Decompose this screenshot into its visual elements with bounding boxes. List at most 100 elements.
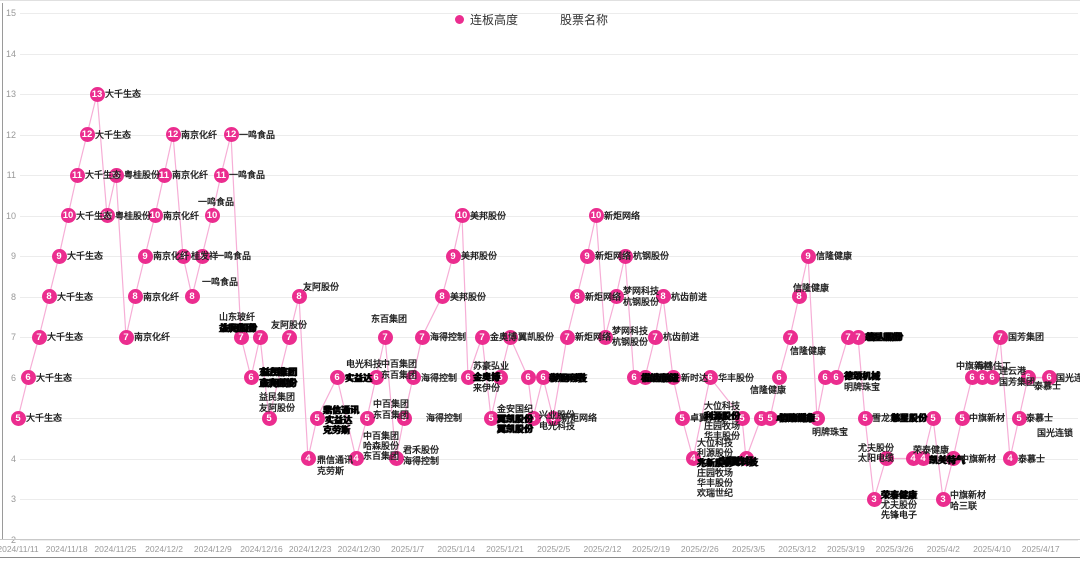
data-point-dot[interactable]: 7 bbox=[850, 329, 866, 345]
y-axis-tick-label: 6 bbox=[10, 372, 16, 383]
data-point-dot[interactable]: 8 bbox=[569, 289, 585, 304]
stock-name-label: 大千生态 bbox=[36, 372, 73, 383]
data-point-dot[interactable]: 9 bbox=[137, 248, 153, 264]
data-point-dot[interactable]: 5 bbox=[525, 410, 541, 426]
data-point-dot[interactable]: 6 bbox=[492, 370, 508, 385]
data-point-dot[interactable]: 5 bbox=[545, 410, 561, 426]
data-point-dot[interactable]: 13 bbox=[89, 86, 105, 102]
data-point-dot[interactable]: 5 bbox=[857, 410, 873, 426]
data-point-dot[interactable]: 10 bbox=[588, 208, 604, 223]
data-point-dot[interactable]: 6 bbox=[771, 370, 787, 385]
data-point-dot[interactable]: 7 bbox=[281, 329, 297, 345]
data-point-dot[interactable]: 6 bbox=[20, 370, 36, 385]
data-point-dot[interactable]: 10 bbox=[99, 208, 115, 223]
data-point-dot[interactable]: 5 bbox=[396, 410, 412, 426]
data-point-dot[interactable]: 5 bbox=[1011, 410, 1027, 426]
legend-item-stock-name[interactable]: 股票名称 bbox=[560, 11, 608, 28]
data-point-dot[interactable]: 5 bbox=[674, 410, 690, 426]
data-point-dot[interactable]: 10 bbox=[454, 208, 470, 223]
data-point-dot[interactable]: 4 bbox=[878, 451, 894, 466]
legend-item-height[interactable]: 连板高度 bbox=[455, 11, 518, 28]
data-point-dot[interactable]: 5 bbox=[359, 410, 375, 426]
data-point-dot[interactable]: 9 bbox=[617, 248, 633, 264]
data-point-dot[interactable]: 6 bbox=[702, 370, 718, 385]
data-point-dot[interactable]: 10 bbox=[204, 208, 220, 223]
x-axis-tick-label: 2025/1/21 bbox=[486, 544, 524, 554]
data-point-dot[interactable]: 9 bbox=[445, 248, 461, 264]
data-point-dot[interactable]: 4 bbox=[915, 451, 931, 466]
data-point-dot[interactable]: 11 bbox=[69, 167, 85, 183]
stock-name-label: 友阿股份 bbox=[259, 403, 296, 413]
data-point-dot[interactable]: 6 bbox=[368, 370, 384, 385]
data-point-dot[interactable]: 7 bbox=[31, 329, 47, 345]
data-point-dot[interactable]: 3 bbox=[866, 491, 882, 507]
data-point-dot[interactable]: 6 bbox=[243, 370, 259, 385]
data-point-dot[interactable]: 7 bbox=[647, 329, 663, 345]
data-point-dot[interactable]: 7 bbox=[414, 329, 430, 345]
data-point-dot[interactable]: 4 bbox=[388, 451, 404, 466]
data-point-dot[interactable]: 8 bbox=[434, 289, 450, 304]
data-point-dot[interactable]: 10 bbox=[60, 208, 76, 223]
data-point-dot[interactable]: 11 bbox=[108, 167, 124, 183]
data-point-dot[interactable]: 12 bbox=[165, 127, 181, 142]
data-point-dot[interactable]: 7 bbox=[233, 329, 249, 345]
data-point-dot[interactable]: 5 bbox=[734, 410, 750, 426]
data-point-dot[interactable]: 7 bbox=[992, 329, 1008, 345]
data-point-dot[interactable]: 4 bbox=[685, 451, 701, 466]
data-point-dot[interactable]: 5 bbox=[309, 410, 325, 426]
data-point-dot[interactable]: 4 bbox=[738, 451, 754, 466]
data-point-dot[interactable]: 5 bbox=[809, 410, 825, 426]
data-point-dot[interactable]: 5 bbox=[483, 410, 499, 426]
data-point-dot[interactable]: 5 bbox=[261, 410, 277, 426]
data-point-dot[interactable]: 6 bbox=[405, 370, 421, 385]
data-point-dot[interactable]: 10 bbox=[147, 208, 163, 223]
data-point-dot[interactable]: 7 bbox=[118, 329, 134, 345]
data-point-dot[interactable]: 6 bbox=[520, 370, 536, 385]
data-point-dot[interactable]: 8 bbox=[184, 289, 200, 304]
data-point-dot[interactable]: 8 bbox=[291, 289, 307, 304]
data-point-dot[interactable]: 5 bbox=[10, 410, 26, 426]
data-point-dot[interactable]: 11 bbox=[213, 167, 229, 183]
data-point-dot[interactable]: 9 bbox=[51, 248, 67, 264]
data-point-dot[interactable]: 11 bbox=[156, 167, 172, 183]
stock-name-label: 杭齿前进 bbox=[643, 372, 680, 383]
data-point-dot[interactable]: 6 bbox=[1041, 370, 1057, 385]
data-point-dot[interactable]: 4 bbox=[300, 451, 316, 466]
data-point-dot[interactable]: 5 bbox=[954, 410, 970, 426]
data-point-dot[interactable]: 7 bbox=[559, 329, 575, 345]
data-point-dot[interactable]: 7 bbox=[252, 329, 268, 345]
data-point-dot[interactable]: 8 bbox=[655, 289, 671, 304]
data-point-dot[interactable]: 6 bbox=[329, 370, 345, 385]
data-point-dot[interactable]: 6 bbox=[637, 370, 653, 385]
data-point-dot[interactable]: 5 bbox=[762, 410, 778, 426]
data-point-dot[interactable]: 6 bbox=[535, 370, 551, 385]
data-point-dot[interactable]: 8 bbox=[127, 289, 143, 304]
data-point-dot[interactable]: 6 bbox=[984, 370, 1000, 385]
data-point-dot[interactable]: 3 bbox=[935, 491, 951, 507]
data-point-dot[interactable]: 8 bbox=[41, 289, 57, 304]
data-point-dot[interactable]: 9 bbox=[800, 248, 816, 264]
data-point-dot[interactable]: 12 bbox=[223, 127, 239, 142]
data-point-dot[interactable]: 6 bbox=[828, 370, 844, 385]
data-point-dot[interactable]: 9 bbox=[194, 248, 210, 264]
data-point-dot[interactable]: 6 bbox=[665, 370, 681, 385]
data-point-dot[interactable]: 12 bbox=[79, 127, 95, 142]
data-point-dot[interactable]: 5 bbox=[925, 410, 941, 426]
data-point-dot[interactable]: 9 bbox=[175, 248, 191, 264]
data-point-dot[interactable]: 4 bbox=[945, 451, 961, 466]
data-point-dot[interactable]: 8 bbox=[791, 289, 807, 304]
x-axis-tick-label: 2025/4/17 bbox=[1021, 544, 1060, 554]
stock-name-label: 雪人股份 bbox=[867, 332, 904, 342]
data-point-dot[interactable]: 6 bbox=[460, 370, 476, 385]
data-point-dot[interactable]: 8 bbox=[608, 289, 624, 304]
data-point-dot[interactable]: 7 bbox=[597, 329, 613, 345]
data-point-dot[interactable]: 7 bbox=[377, 329, 393, 345]
data-point-dot[interactable]: 4 bbox=[348, 451, 364, 466]
data-point-dot[interactable]: 6 bbox=[1020, 370, 1036, 385]
data-point-dot[interactable]: 7 bbox=[502, 329, 518, 345]
data-point-dot[interactable]: 4 bbox=[1002, 451, 1018, 466]
data-point-dot[interactable]: 7 bbox=[782, 329, 798, 345]
data-point-dot[interactable]: 7 bbox=[474, 329, 490, 345]
stock-name-label: 益民集团 bbox=[219, 323, 256, 333]
data-point-dot[interactable]: 9 bbox=[579, 248, 595, 264]
